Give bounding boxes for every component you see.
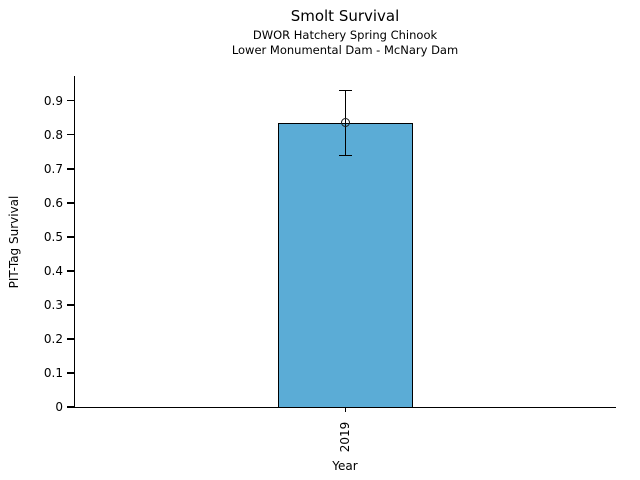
- y-tick-label: 0.3: [43, 297, 63, 312]
- y-tick-mark: [67, 270, 74, 272]
- point-estimate-marker: [341, 118, 350, 128]
- y-tick-mark: [67, 168, 74, 170]
- y-tick-mark: [67, 406, 74, 408]
- y-tick-mark: [67, 338, 74, 340]
- chart-subtitle-stock: DWOR Hatchery Spring Chinook: [252, 28, 438, 42]
- chart-title: Smolt Survival: [290, 7, 400, 25]
- error-bar-cap-lower: [339, 154, 352, 157]
- y-tick-mark: [67, 304, 74, 306]
- y-tick-mark: [67, 372, 74, 374]
- y-tick-mark: [67, 134, 74, 136]
- y-tick-label: 0: [55, 400, 63, 414]
- error-bar-cap-upper: [339, 89, 352, 92]
- y-tick-label: 0.9: [43, 93, 63, 108]
- plot-area: 0 0.1 0.2 0.3 0.4 0.5 0.6 0.7 0.8 0.9: [44, 76, 616, 414]
- y-tick-label: 0.7: [43, 161, 63, 176]
- y-tick-label: 0.4: [43, 263, 63, 278]
- x-tick-label-2019: 2019: [338, 421, 352, 453]
- y-tick-label: 0.1: [43, 365, 63, 380]
- chart-subtitle-reach: Lower Monumental Dam - McNary Dam: [231, 43, 459, 57]
- x-axis-label: Year: [332, 459, 358, 473]
- y-tick-mark: [67, 202, 74, 204]
- y-tick-label: 0.5: [43, 229, 63, 244]
- y-tick-label: 0.6: [43, 195, 63, 210]
- survival-bar-2019: [278, 122, 413, 407]
- y-tick-label: 0.8: [43, 127, 63, 142]
- x-tick-mark: [344, 408, 347, 412]
- y-axis-label: PIT-Tag Survival: [7, 195, 21, 289]
- y-tick-mark: [67, 236, 74, 238]
- y-tick-mark: [67, 100, 74, 102]
- y-tick-label: 0.2: [43, 331, 63, 346]
